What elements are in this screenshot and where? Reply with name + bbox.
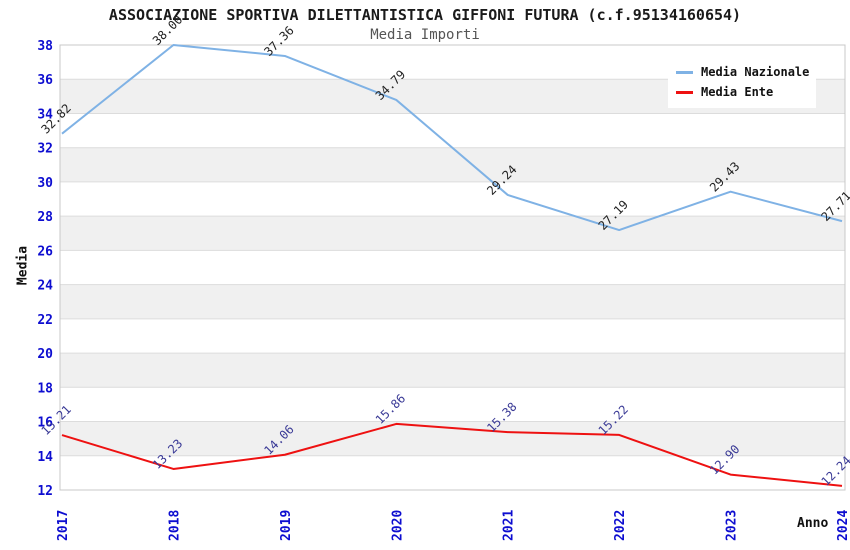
y-tick-label: 22 <box>37 313 53 328</box>
y-axis-label: Media <box>15 245 31 286</box>
legend-item-media-nazionale: Media Nazionale <box>668 62 816 82</box>
grid-band <box>60 318 845 354</box>
legend-swatch-nazionale-icon <box>676 70 693 74</box>
chart-legend: Media Nazionale Media Ente <box>668 57 816 108</box>
y-tick-label: 34 <box>37 107 53 122</box>
grid-band <box>60 353 845 388</box>
y-tick-label: 30 <box>37 176 53 191</box>
grid-band <box>60 216 845 251</box>
y-tick-label: 18 <box>37 381 53 396</box>
x-tick-label: 2020 <box>390 510 405 541</box>
series-line-1 <box>61 422 843 487</box>
x-tick-label: 2019 <box>279 510 294 541</box>
grid-band <box>60 113 845 148</box>
y-tick-label: 38 <box>37 39 53 54</box>
grid-band <box>60 181 845 217</box>
x-tick-label: 2018 <box>167 510 182 541</box>
y-tick-label: 20 <box>37 347 53 362</box>
y-tick-label: 24 <box>37 279 53 294</box>
series-line-0 <box>61 44 843 232</box>
y-tick-label: 16 <box>37 416 53 431</box>
x-tick-label: 2024 <box>836 510 850 541</box>
legend-label-media-ente: Media Ente <box>701 85 774 99</box>
plot-border <box>59 44 846 491</box>
y-tick-label: 32 <box>37 142 53 157</box>
y-tick-label: 36 <box>37 73 53 88</box>
y-tick-label: 28 <box>37 210 53 225</box>
grid-band <box>60 147 845 182</box>
grid-band <box>60 250 845 285</box>
chart-subtitle: Media Importi <box>370 27 480 43</box>
x-tick-label: 2021 <box>502 510 517 541</box>
chart-title: ASSOCIAZIONE SPORTIVA DILETTANTISTICA GI… <box>108 6 742 24</box>
data-label: 38.00 <box>150 12 185 47</box>
legend-item-media-ente: Media Ente <box>668 82 816 102</box>
y-tick-label: 14 <box>37 450 53 465</box>
y-tick-label: 12 <box>37 484 53 499</box>
legend-swatch-ente-icon <box>676 90 693 94</box>
grid-band <box>60 455 845 490</box>
x-axis-label: Anno <box>797 516 829 531</box>
x-tick-label: 2023 <box>725 510 740 541</box>
legend-label-media-nazionale: Media Nazionale <box>701 65 810 79</box>
x-tick-label: 2022 <box>613 510 628 541</box>
y-tick-label: 26 <box>37 244 53 259</box>
grid-band <box>60 284 845 319</box>
x-tick-label: 2017 <box>56 510 71 541</box>
grid-band <box>60 387 845 422</box>
